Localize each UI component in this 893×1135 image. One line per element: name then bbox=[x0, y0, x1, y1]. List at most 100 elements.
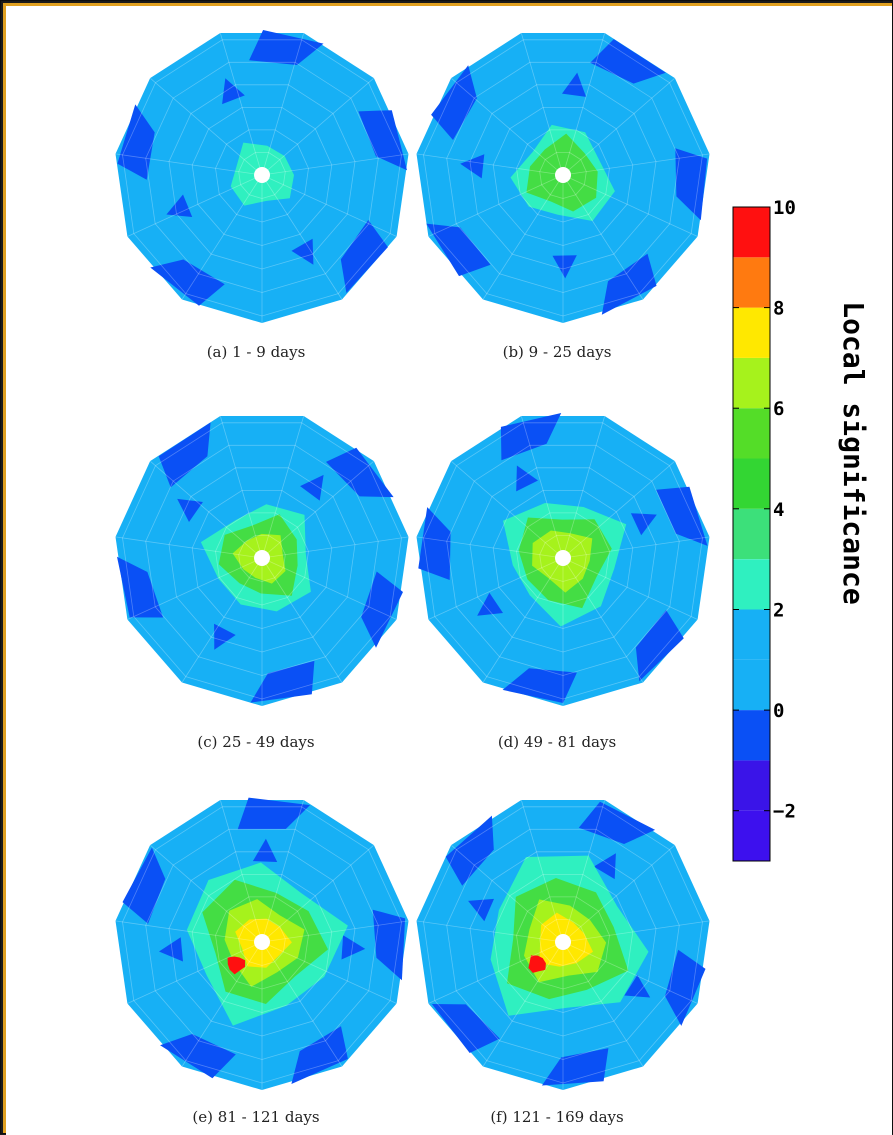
grid-ring bbox=[539, 152, 587, 199]
negative-patch bbox=[117, 556, 164, 618]
grid-spoke bbox=[428, 174, 564, 237]
negative-patch bbox=[431, 65, 477, 140]
negative-patch bbox=[541, 1048, 609, 1086]
grid-spoke bbox=[115, 153, 263, 176]
negative-patch bbox=[237, 797, 310, 830]
negative-patch bbox=[249, 30, 324, 65]
colorbar-band bbox=[733, 760, 770, 811]
grid-spoke bbox=[261, 920, 409, 943]
grid-spoke bbox=[127, 941, 263, 1004]
negative-patch bbox=[341, 935, 366, 960]
negative-patch bbox=[601, 253, 657, 315]
grid-ring bbox=[539, 919, 587, 966]
significance-contour bbox=[227, 956, 246, 975]
colorbar-band bbox=[733, 307, 770, 358]
negative-patch bbox=[500, 413, 562, 461]
colorbar-tick-label: 6 bbox=[773, 398, 784, 420]
grid-spoke bbox=[482, 557, 564, 683]
grid-spoke bbox=[261, 153, 409, 176]
source-position-marker bbox=[555, 934, 571, 950]
grid-spoke bbox=[261, 844, 375, 943]
grid-spoke bbox=[149, 460, 263, 559]
grid-spoke bbox=[482, 941, 564, 1067]
negative-patch bbox=[158, 422, 211, 488]
grid-ring bbox=[238, 152, 286, 199]
grid-spoke bbox=[261, 536, 409, 559]
negative-patch bbox=[291, 1026, 348, 1084]
sky-map-d bbox=[416, 413, 710, 706]
negative-patch bbox=[624, 975, 651, 998]
grid-spoke bbox=[115, 536, 263, 559]
colorbar-band bbox=[733, 458, 770, 509]
colorbar-band bbox=[733, 357, 770, 409]
grid-spoke bbox=[261, 174, 343, 300]
caption-e: (e) 81 - 121 days bbox=[192, 1108, 319, 1126]
grid-spoke bbox=[127, 557, 263, 620]
grid-ring bbox=[145, 61, 379, 293]
grid-ring bbox=[492, 874, 634, 1013]
colorbar-band bbox=[733, 207, 770, 258]
grid-ring bbox=[423, 806, 703, 1084]
sky-map-c bbox=[115, 415, 409, 706]
negative-patch bbox=[468, 898, 494, 922]
caption-d: (d) 49 - 81 days bbox=[498, 733, 616, 751]
negative-patch bbox=[656, 486, 708, 546]
grid-ring bbox=[539, 535, 587, 582]
colorbar-band bbox=[733, 810, 770, 861]
grid-ring bbox=[492, 489, 634, 629]
grid-spoke bbox=[562, 941, 644, 1067]
grid-ring bbox=[191, 489, 333, 629]
grid-spoke bbox=[428, 941, 564, 1004]
caption-a: (a) 1 - 9 days bbox=[207, 343, 306, 361]
grid-spoke bbox=[450, 844, 564, 943]
grid-ring bbox=[492, 107, 634, 246]
colorbar-outline bbox=[732, 206, 771, 862]
negative-patch bbox=[222, 78, 245, 105]
source-position-marker bbox=[555, 550, 571, 566]
grid-ring bbox=[469, 851, 657, 1037]
grid-spoke bbox=[520, 415, 564, 559]
colorbar: 10 8 6 4 2 0 −2 Local significance bbox=[732, 197, 870, 862]
grid-spoke bbox=[520, 799, 564, 943]
grid-spoke bbox=[219, 799, 263, 943]
colorbar-tick-label: 0 bbox=[773, 700, 784, 722]
source-position-marker bbox=[254, 550, 270, 566]
grid-ring bbox=[215, 512, 309, 606]
negative-patch bbox=[250, 660, 315, 703]
grid-ring bbox=[469, 84, 657, 270]
grid-spoke bbox=[219, 415, 263, 559]
grid-ring bbox=[516, 896, 610, 990]
negative-patch bbox=[252, 838, 278, 862]
colorbar-band bbox=[733, 659, 770, 711]
colorbar-band bbox=[733, 257, 770, 308]
negative-patch bbox=[502, 668, 577, 703]
negative-patch bbox=[166, 194, 193, 217]
grid-ring bbox=[238, 535, 286, 582]
grid-spoke bbox=[261, 941, 397, 1004]
negative-patch bbox=[300, 474, 324, 501]
grid-ring bbox=[122, 39, 402, 317]
negative-patch bbox=[426, 223, 491, 277]
colorbar-band bbox=[733, 609, 770, 660]
grid-spoke bbox=[562, 557, 698, 620]
grid-spoke bbox=[562, 415, 606, 559]
grid-spoke bbox=[181, 557, 263, 683]
grid-ring bbox=[469, 467, 657, 653]
grid-spoke bbox=[562, 557, 644, 683]
grid-spoke bbox=[562, 460, 676, 559]
negative-patch bbox=[590, 39, 666, 84]
significance-contour bbox=[528, 955, 546, 973]
grid-spoke bbox=[562, 941, 698, 1004]
colorbar-band bbox=[733, 408, 770, 459]
grid-ring bbox=[446, 444, 680, 676]
colorbar-bands bbox=[733, 207, 770, 861]
negative-patch bbox=[418, 507, 451, 580]
grid-ring bbox=[446, 61, 680, 293]
grid-ring bbox=[191, 107, 333, 246]
source-position-marker bbox=[254, 167, 270, 183]
grid-spoke bbox=[562, 77, 676, 176]
top-accent-border bbox=[3, 3, 892, 6]
panel-captions: (a) 1 - 9 days (b) 9 - 25 days (c) 25 - … bbox=[192, 343, 623, 1126]
negative-patch bbox=[445, 815, 494, 886]
